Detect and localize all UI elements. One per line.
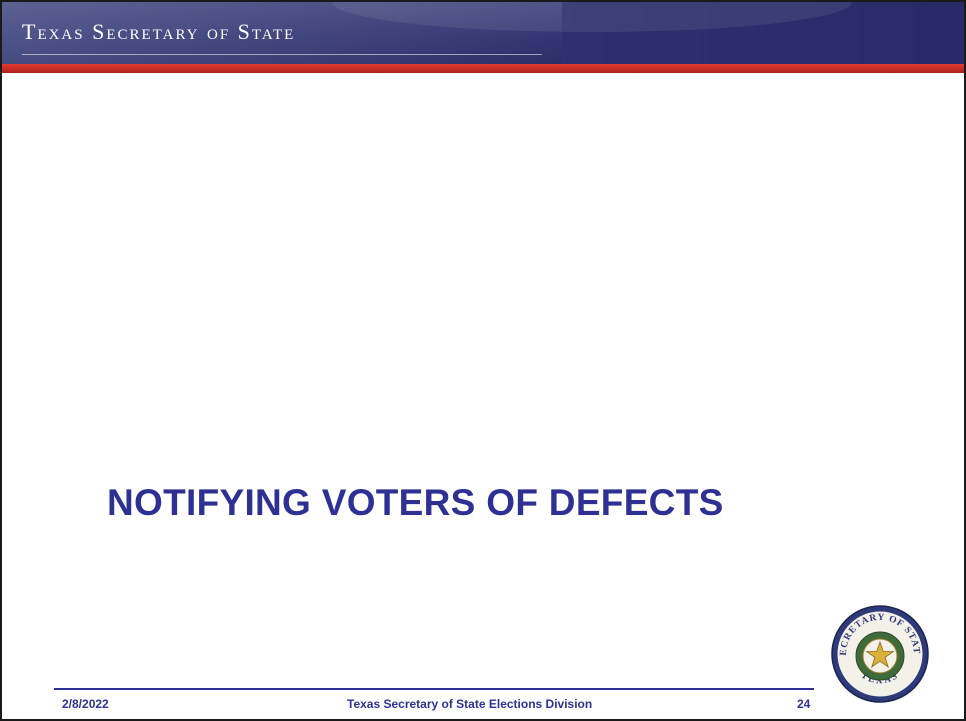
footer-organization: Texas Secretary of State Elections Divis… (347, 697, 593, 711)
header-underline (22, 54, 542, 55)
footer-date: 2/8/2022 (62, 697, 109, 711)
slide-title: NOTIFYING VOTERS OF DEFECTS (107, 482, 724, 523)
header-title: Texas Secretary of State (22, 19, 296, 44)
footer-page-number: 24 (797, 697, 811, 711)
texas-secretary-of-state-seal-icon: SECRETARY OF STATE TEXAS (830, 604, 929, 703)
header-red-bar (2, 64, 964, 73)
header-band: Texas Secretary of State (2, 2, 964, 64)
footer-divider (54, 688, 814, 690)
header-sheen (2, 2, 562, 64)
